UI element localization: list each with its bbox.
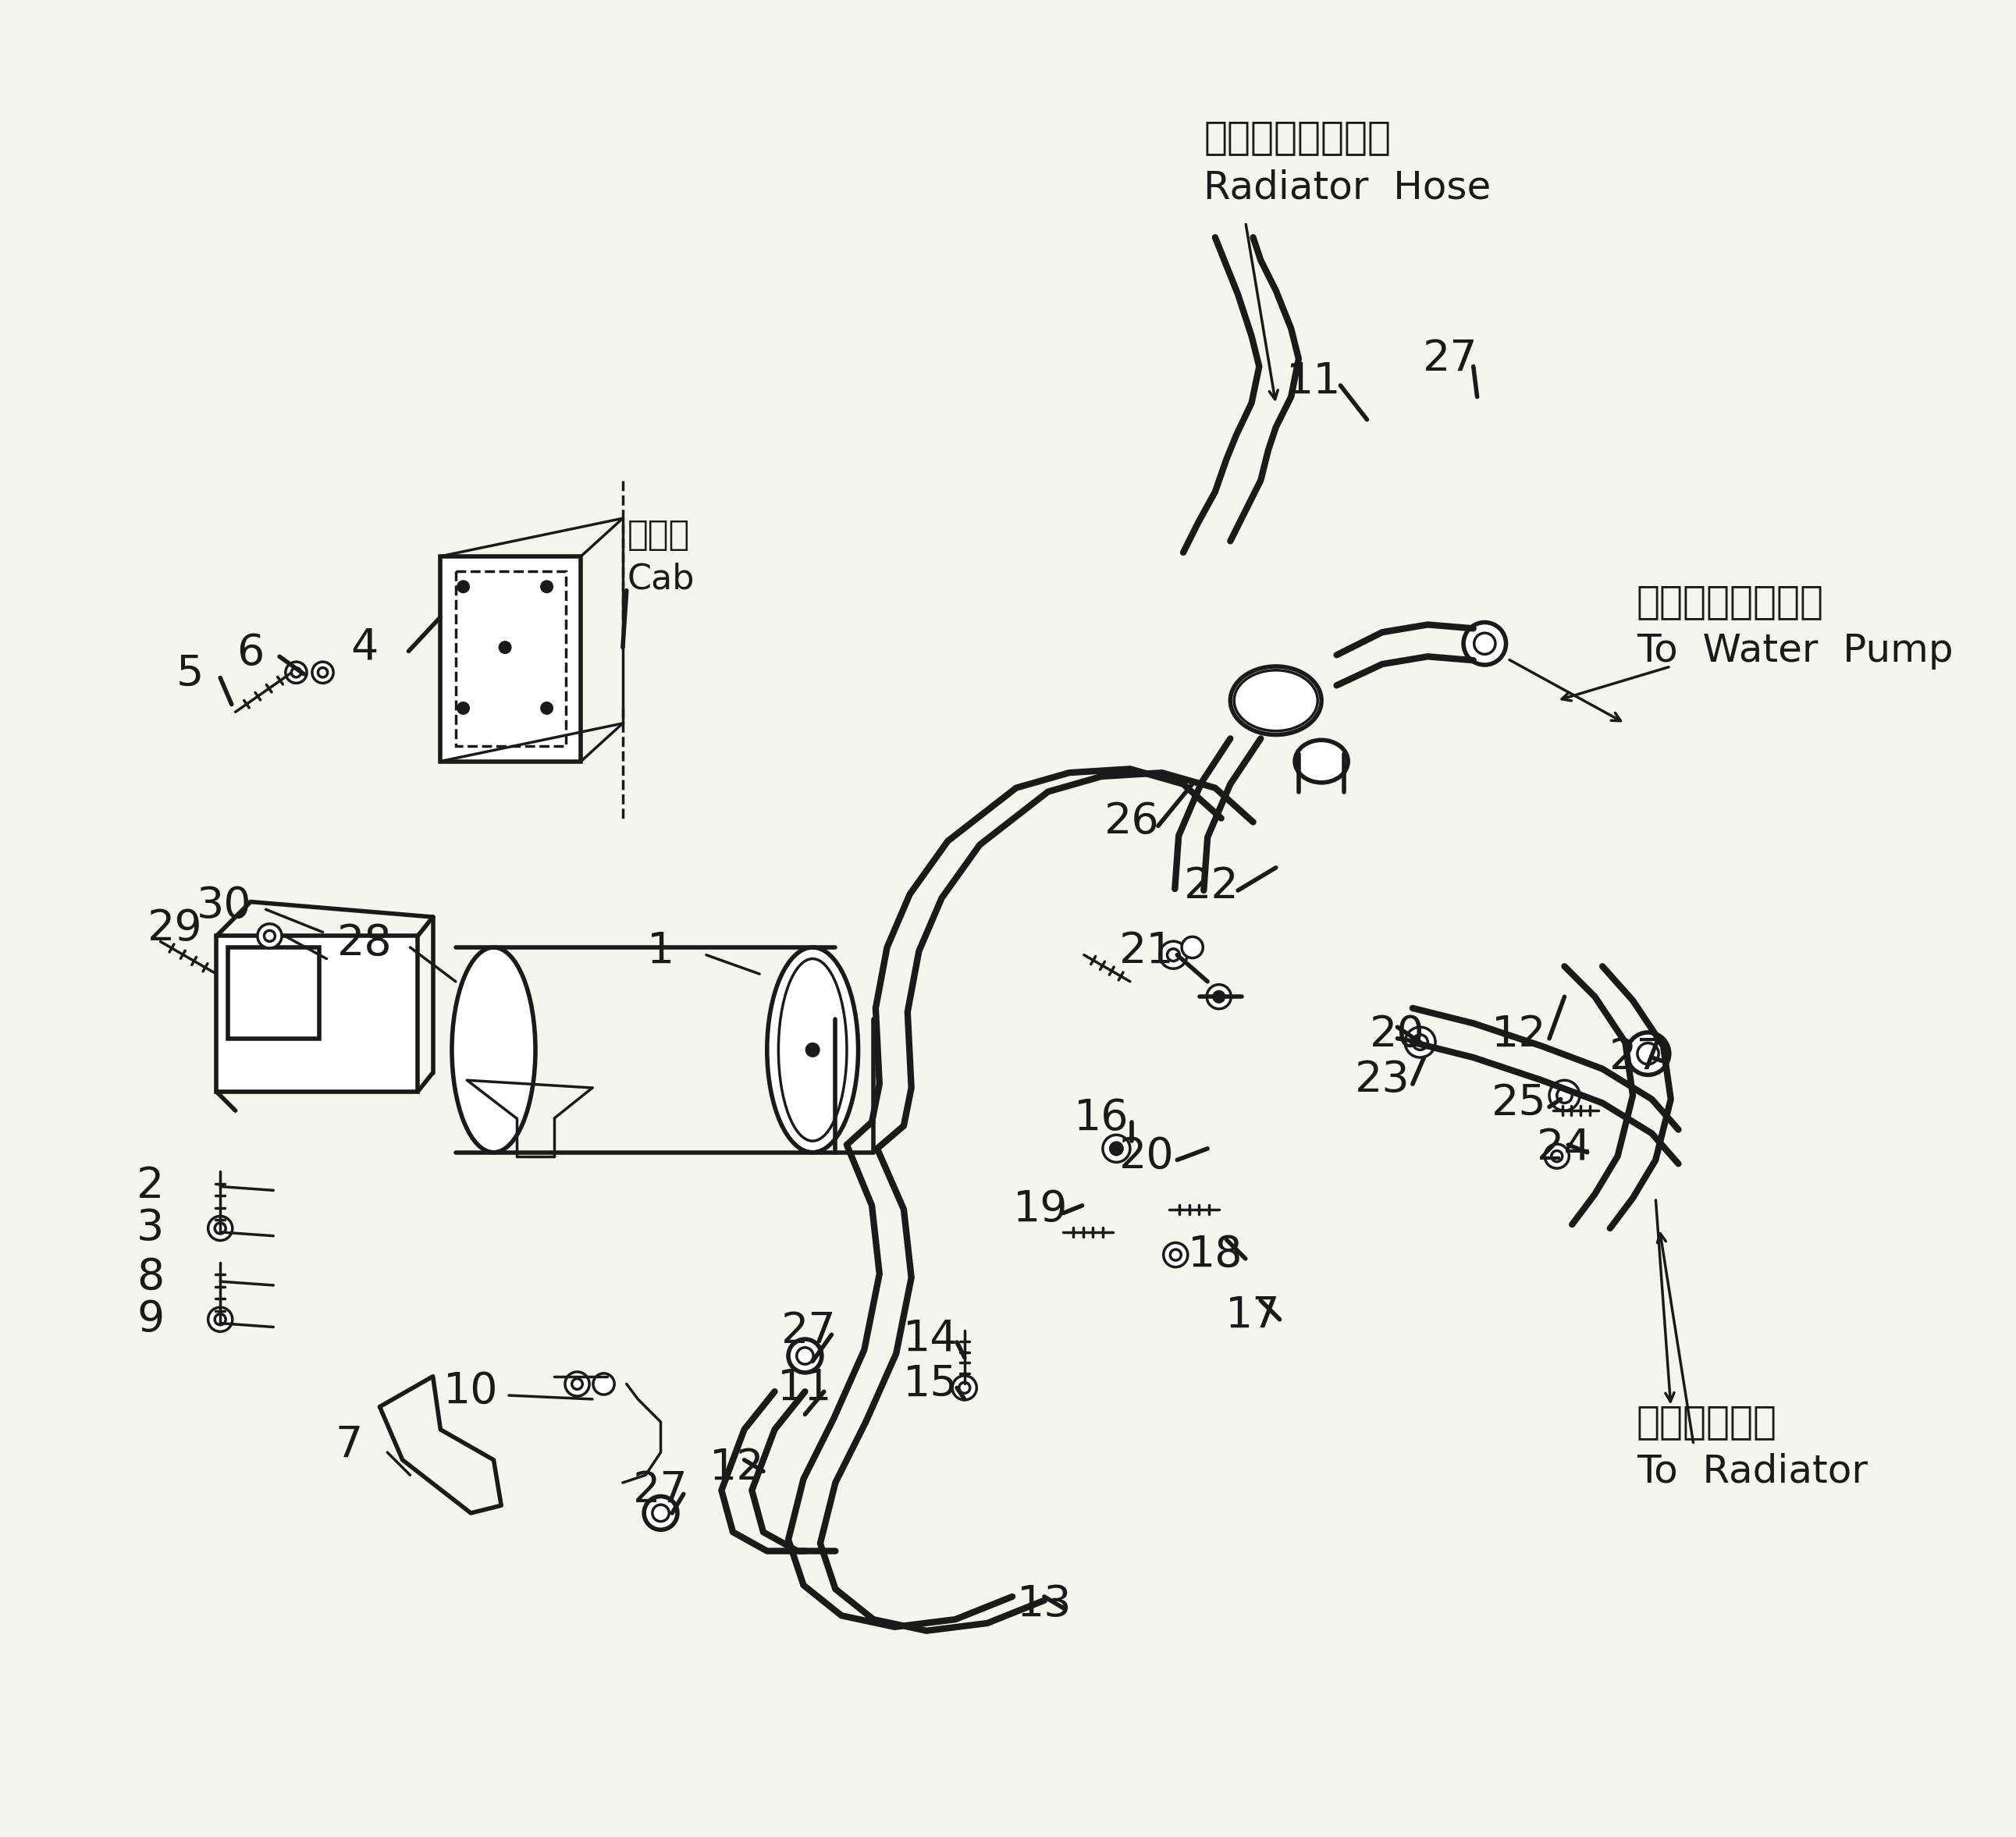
Text: キャブ: キャブ xyxy=(627,518,689,551)
Text: 17: 17 xyxy=(1226,1295,1280,1337)
Ellipse shape xyxy=(1230,667,1320,735)
Circle shape xyxy=(1627,1032,1669,1075)
Circle shape xyxy=(1163,1244,1187,1268)
Text: Cab: Cab xyxy=(627,562,696,595)
Text: 15: 15 xyxy=(903,1363,958,1405)
Circle shape xyxy=(806,1043,818,1056)
Text: 25: 25 xyxy=(1492,1082,1546,1124)
Circle shape xyxy=(1464,623,1506,665)
Circle shape xyxy=(500,641,512,654)
Text: 27: 27 xyxy=(782,1310,837,1352)
Text: 6: 6 xyxy=(236,632,264,674)
Circle shape xyxy=(573,1378,583,1389)
Text: To  Water  Pump: To Water Pump xyxy=(1637,632,1954,671)
Circle shape xyxy=(208,1308,232,1332)
Text: ラジエータへ: ラジエータへ xyxy=(1637,1403,1778,1440)
Circle shape xyxy=(312,661,333,683)
Ellipse shape xyxy=(766,948,859,1152)
Text: ラジエータホース: ラジエータホース xyxy=(1204,118,1391,156)
Circle shape xyxy=(1208,985,1232,1009)
Text: 12: 12 xyxy=(710,1446,764,1488)
Text: 27: 27 xyxy=(633,1470,687,1512)
Circle shape xyxy=(1159,941,1187,968)
Bar xyxy=(439,557,581,761)
Text: 14: 14 xyxy=(903,1317,958,1359)
Circle shape xyxy=(1214,992,1224,1001)
Text: 13: 13 xyxy=(1016,1583,1073,1626)
Text: 20: 20 xyxy=(1119,1135,1175,1178)
Bar xyxy=(216,937,417,1091)
Text: 11: 11 xyxy=(778,1367,833,1409)
Bar xyxy=(228,948,319,1038)
Circle shape xyxy=(458,580,470,593)
Text: 23: 23 xyxy=(1355,1060,1409,1102)
Circle shape xyxy=(458,702,470,715)
Circle shape xyxy=(564,1372,589,1396)
Text: 12: 12 xyxy=(1492,1014,1546,1056)
Circle shape xyxy=(1111,1143,1123,1155)
Circle shape xyxy=(788,1339,823,1372)
Bar xyxy=(456,571,566,746)
Ellipse shape xyxy=(452,948,536,1152)
Circle shape xyxy=(540,580,552,593)
Text: 27: 27 xyxy=(1423,338,1478,380)
Text: 5: 5 xyxy=(175,652,204,694)
Text: 3: 3 xyxy=(137,1207,163,1249)
Text: 24: 24 xyxy=(1536,1128,1593,1170)
Text: 29: 29 xyxy=(147,907,202,950)
Text: 26: 26 xyxy=(1105,801,1159,843)
Text: To  Radiator: To Radiator xyxy=(1637,1453,1867,1490)
Text: 28: 28 xyxy=(337,922,391,964)
Circle shape xyxy=(286,661,306,683)
Ellipse shape xyxy=(1294,740,1349,783)
Circle shape xyxy=(540,702,552,715)
Text: 18: 18 xyxy=(1187,1234,1242,1277)
Circle shape xyxy=(1181,937,1204,957)
Text: Radiator  Hose: Radiator Hose xyxy=(1204,169,1492,208)
Circle shape xyxy=(1548,1080,1581,1111)
Circle shape xyxy=(1103,1135,1131,1163)
Text: 9: 9 xyxy=(137,1299,163,1341)
Text: 7: 7 xyxy=(335,1424,363,1466)
Circle shape xyxy=(208,1216,232,1240)
Text: 4: 4 xyxy=(351,626,379,669)
Text: 2: 2 xyxy=(137,1165,163,1207)
Circle shape xyxy=(1405,1027,1435,1058)
Circle shape xyxy=(258,924,282,948)
Text: 30: 30 xyxy=(196,885,252,926)
Text: 27: 27 xyxy=(1609,1036,1663,1078)
Text: 10: 10 xyxy=(444,1370,498,1413)
Text: 8: 8 xyxy=(137,1257,163,1299)
Circle shape xyxy=(593,1374,615,1394)
Circle shape xyxy=(643,1497,677,1530)
Circle shape xyxy=(952,1376,976,1400)
Text: 21: 21 xyxy=(1119,930,1175,972)
Text: 1: 1 xyxy=(647,930,675,972)
Text: 19: 19 xyxy=(1012,1189,1068,1231)
Circle shape xyxy=(1544,1144,1568,1168)
Text: ウォータポンプへ: ウォータポンプへ xyxy=(1637,582,1824,621)
Text: 16: 16 xyxy=(1075,1097,1129,1139)
Text: 20: 20 xyxy=(1369,1014,1425,1056)
Text: 22: 22 xyxy=(1183,865,1240,907)
Text: 11: 11 xyxy=(1286,360,1341,402)
